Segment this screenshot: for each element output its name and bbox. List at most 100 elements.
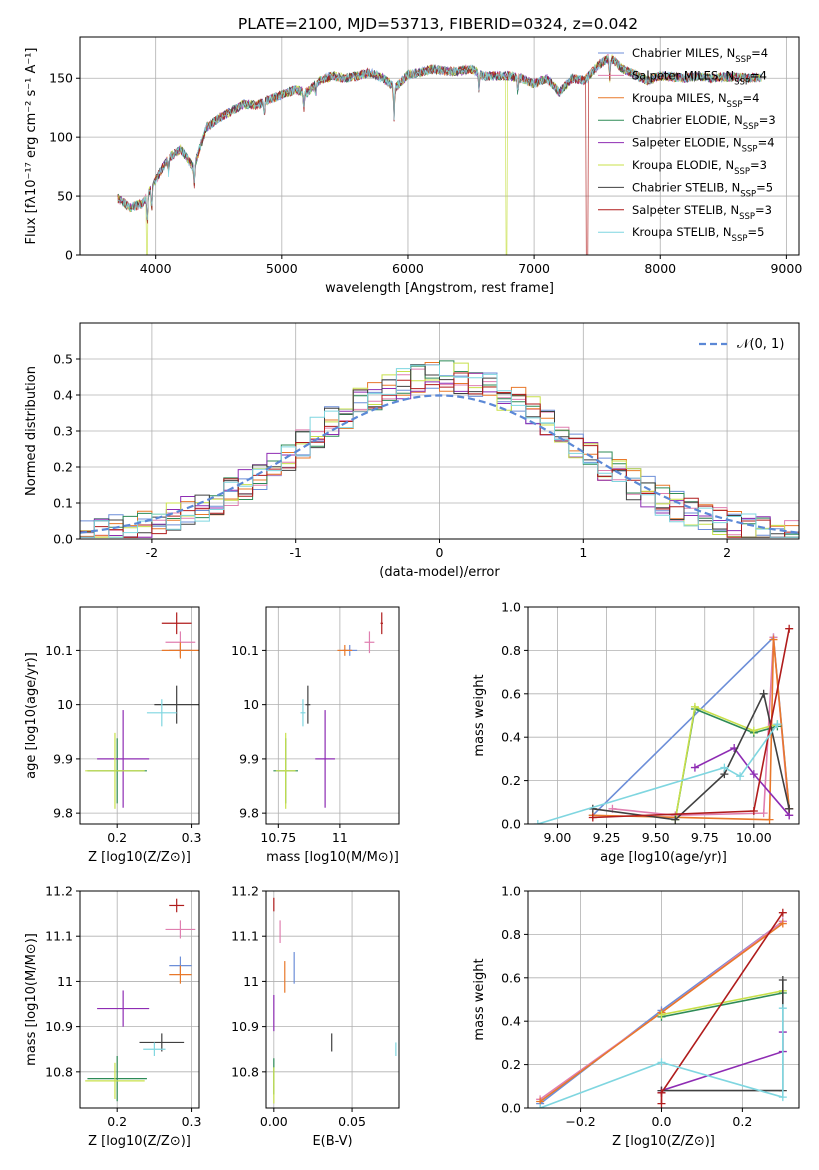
y-tick-label: 0.0 <box>501 1101 521 1116</box>
errorbar-point-4 <box>315 710 335 808</box>
legend-entry: Chabrier ELODIE, NSSP=3 <box>632 113 776 132</box>
weight-marker <box>749 770 758 779</box>
legend-entry: Salpeter ELODIE, NSSP=4 <box>632 136 775 155</box>
x-tick-label: 0 <box>436 545 444 560</box>
x-tick-label: 9.00 <box>544 830 572 845</box>
y-tick-label: 0.3 <box>53 424 73 439</box>
errorbar-point-6 <box>139 1033 185 1052</box>
y-tick-label: 0 <box>65 248 73 263</box>
y-tick-label: 9.9 <box>239 751 259 766</box>
weight-marker <box>749 726 758 735</box>
x-tick-label: 0.2 <box>107 1114 127 1129</box>
grid <box>528 890 799 1109</box>
weight-line-8 <box>539 1008 784 1108</box>
y-axis-label: Flux [fλ10⁻¹⁷ erg cm⁻² s⁻¹ A⁻¹] <box>24 48 39 245</box>
plot-area <box>273 897 397 1104</box>
errorbar-point-8 <box>146 699 177 727</box>
weight-line-3 <box>661 992 783 1018</box>
y-tick-label: 10.9 <box>45 1019 73 1034</box>
y-tick-label: 10.8 <box>231 1064 259 1079</box>
x-tick-label: 9.50 <box>642 830 670 845</box>
spectrum-line-8 <box>117 55 762 221</box>
x-axis-label: Z [log10(Z/Z⊙)] <box>88 1134 191 1149</box>
weight-marker <box>773 720 782 729</box>
y-tick-label: 10.9 <box>231 1019 259 1034</box>
legend-entry: Kroupa MILES, NSSP=4 <box>632 91 759 110</box>
grid <box>266 607 399 824</box>
panel-mass-vs-Z: 0.2 0.3 10.8 10.9 11 11.1 11.2 Z [log10(Z/Z⊙)] m… <box>24 884 202 1150</box>
errorbar-point-5 <box>85 1062 145 1099</box>
weight-marker <box>785 804 794 813</box>
axes-frame <box>79 322 800 540</box>
errorbar-point-7 <box>380 612 383 635</box>
errorbar-point-8 <box>143 1042 166 1057</box>
errorbar-point-1 <box>165 920 196 939</box>
weight-marker <box>533 820 542 824</box>
x-tick-label: 9.75 <box>691 830 719 845</box>
weight-marker <box>736 772 745 781</box>
y-tick-label: 9.8 <box>53 806 73 821</box>
x-tick-label: 2 <box>723 545 731 560</box>
weight-marker <box>765 815 774 824</box>
weight-marker <box>778 919 787 928</box>
panel-weight-vs-Z: −0.2 0.0 0.2 0.0 0.2 0.4 0.6 0.8 1.0 Z [log10(Z/Z… <box>472 884 800 1149</box>
x-tick-label: 7000 <box>518 261 550 276</box>
plot-area <box>80 360 799 538</box>
weight-marker <box>759 809 768 818</box>
y-tick-label: 9.9 <box>53 751 73 766</box>
errorbar-point-5 <box>275 732 296 809</box>
x-axis-label: age [log10(age/yr)] <box>600 850 727 865</box>
x-axis-label: (data-model)/error <box>379 565 500 580</box>
plot-area <box>117 54 762 255</box>
errorbar-point-4 <box>97 710 150 808</box>
weight-line-1 <box>612 637 790 817</box>
legend-entry: Chabrier MILES, NSSP=4 <box>632 46 768 65</box>
y-tick-label: 50 <box>57 189 73 204</box>
y-tick-label: 0.6 <box>501 686 521 701</box>
weight-marker <box>749 806 758 815</box>
weight-marker <box>778 908 787 917</box>
weight-marker <box>671 815 680 824</box>
axes-frame <box>265 890 400 1109</box>
weight-marker <box>588 813 597 822</box>
x-axis-label: wavelength [Angstrom, rest frame] <box>325 281 554 296</box>
panel-age-vs-mass: 10.75 11 9.8 9.9 10 10.1 mass [log10(M/M⊙)] <box>231 606 400 865</box>
y-tick-label: 10 <box>243 697 259 712</box>
figure-title: PLATE=2100, MJD=53713, FIBERID=0324, z=0… <box>238 15 638 33</box>
x-tick-label: 0.2 <box>107 830 127 845</box>
grid <box>266 890 399 1108</box>
x-tick-label: -1 <box>289 545 301 560</box>
legend-entry: Chabrier STELIB, NSSP=5 <box>632 180 773 199</box>
y-tick-label: 0.0 <box>53 532 73 547</box>
panel-age-vs-Z: 0.2 0.3 9.8 9.9 10 10.1 Z [log10(Z/Z⊙)] age [lo… <box>24 606 202 865</box>
weight-marker <box>536 1104 545 1108</box>
axes-frame <box>265 606 400 825</box>
histogram-4 <box>80 372 799 538</box>
x-tick-label: 0.0 <box>652 1114 672 1129</box>
weight-marker <box>785 624 794 633</box>
weight-marker <box>778 1093 787 1102</box>
x-axis-label: E(B-V) <box>312 1134 352 1149</box>
y-axis-label: age [log10(age/yr)] <box>24 652 39 779</box>
x-tick-label: 6000 <box>392 261 424 276</box>
errorbar-point-7 <box>169 898 185 913</box>
y-tick-label: 10 <box>57 697 73 712</box>
plot-area <box>273 612 383 809</box>
x-tick-label: 9000 <box>770 261 802 276</box>
y-tick-label: 10.1 <box>231 643 259 658</box>
y-tick-label: 0.8 <box>501 927 521 942</box>
legend-entry: Kroupa STELIB, NSSP=5 <box>632 225 764 244</box>
weight-marker <box>657 1099 666 1108</box>
y-axis-label: mass [log10(M/M⊙)] <box>24 933 39 1066</box>
y-tick-label: 11.2 <box>45 884 73 899</box>
x-tick-label: 9.25 <box>593 830 621 845</box>
grid <box>80 890 199 1108</box>
errorbar-point-8 <box>300 699 306 727</box>
axes-frame <box>527 606 800 825</box>
x-tick-label: 0.3 <box>182 1114 202 1129</box>
errorbar-point-6 <box>154 685 199 724</box>
weight-line-7 <box>592 628 790 819</box>
weight-marker <box>778 1004 787 1013</box>
y-tick-label: 0.4 <box>501 1014 521 1029</box>
x-tick-label: 0.05 <box>338 1114 366 1129</box>
